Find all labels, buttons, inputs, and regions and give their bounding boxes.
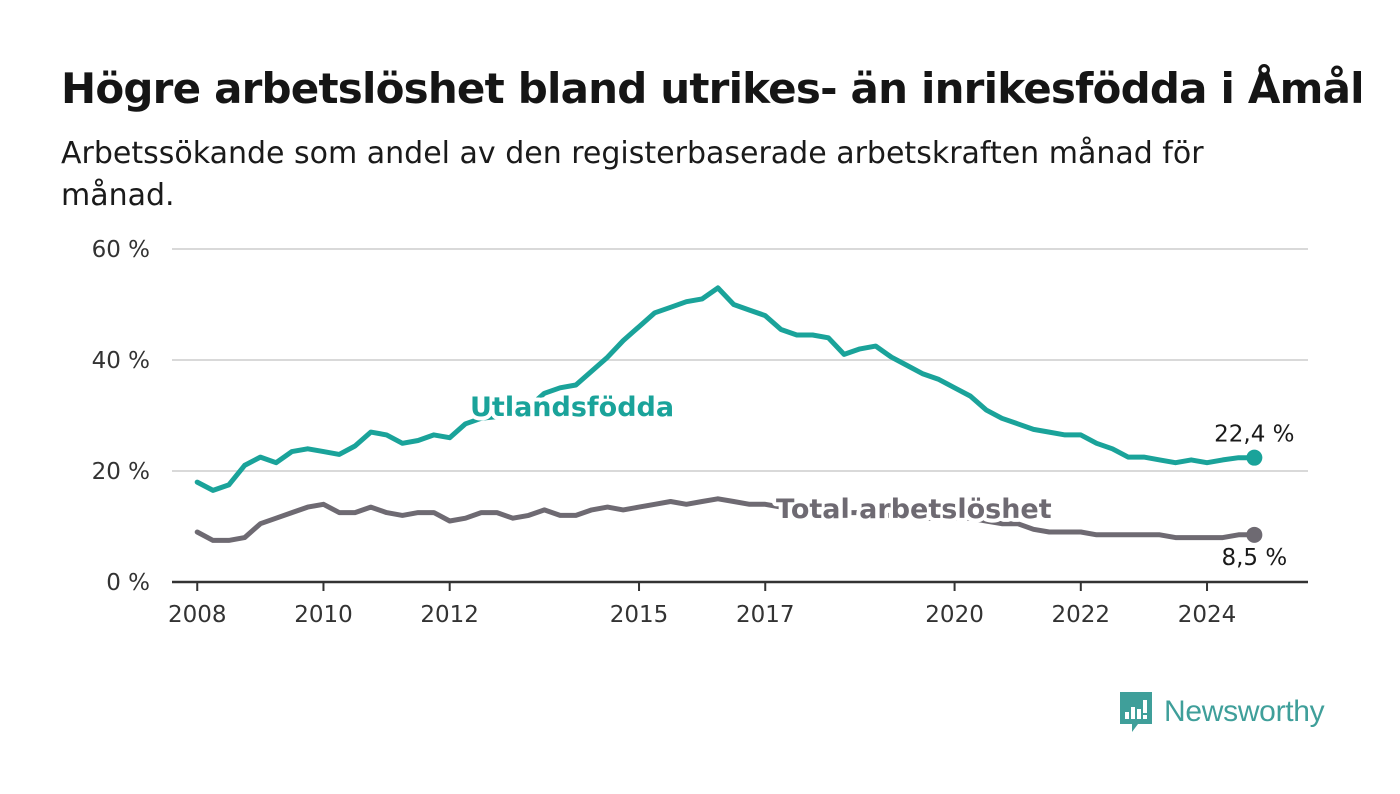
- series-name-halo: Utlandsfödda: [470, 392, 674, 423]
- x-tick-label: 2017: [736, 602, 795, 628]
- x-tick-label: 2008: [168, 602, 227, 628]
- series-line-utlandsfodda: [194, 285, 1257, 493]
- y-tick-label: 0 %: [106, 570, 150, 596]
- gridlines: [172, 248, 1308, 584]
- series-name-halo: Total arbetslöshet: [776, 494, 1052, 525]
- series-end-value-label: 8,5 %: [1221, 545, 1287, 571]
- series-name-label: Total arbetslöshet: [776, 494, 1052, 525]
- newsworthy-logo[interactable]: Newsworthy: [1118, 690, 1325, 734]
- series-labels: 8,5 %22,4 %UtlandsföddaUtlandsföddaTotal…: [466, 388, 1295, 571]
- series-name-label: Utlandsfödda: [470, 392, 674, 423]
- x-tick-label: 2022: [1052, 602, 1111, 628]
- series-end-point: [1246, 449, 1263, 466]
- x-tick-label: 2010: [294, 602, 353, 628]
- x-tick-label: 2024: [1178, 602, 1237, 628]
- x-tick-label: 2015: [610, 602, 669, 628]
- x-axis-ticks: 2008 2010 2012 2015 2017 2020 2022 2024: [168, 582, 1236, 628]
- series-lines: [194, 285, 1263, 543]
- x-tick-label: 2012: [420, 602, 479, 628]
- newsworthy-icon: [1120, 692, 1152, 732]
- y-tick-label: 20 %: [92, 459, 150, 485]
- y-tick-label: 40 %: [92, 348, 150, 374]
- y-axis-ticks: 0 % 20 % 40 % 60 %: [92, 237, 150, 596]
- series-end-value-label: 22,4 %: [1214, 422, 1294, 448]
- series-end-point: [1246, 526, 1263, 543]
- x-tick-label: 2020: [925, 602, 984, 628]
- series-line-total: [194, 496, 1257, 543]
- y-tick-label: 60 %: [92, 237, 150, 263]
- chart-title: Högre arbetslöshet bland utrikes- än inr…: [61, 64, 1365, 113]
- brand-name: Newsworthy: [1164, 695, 1325, 728]
- chart-subtitle: Arbetssökande som andel av den registerb…: [61, 136, 1204, 213]
